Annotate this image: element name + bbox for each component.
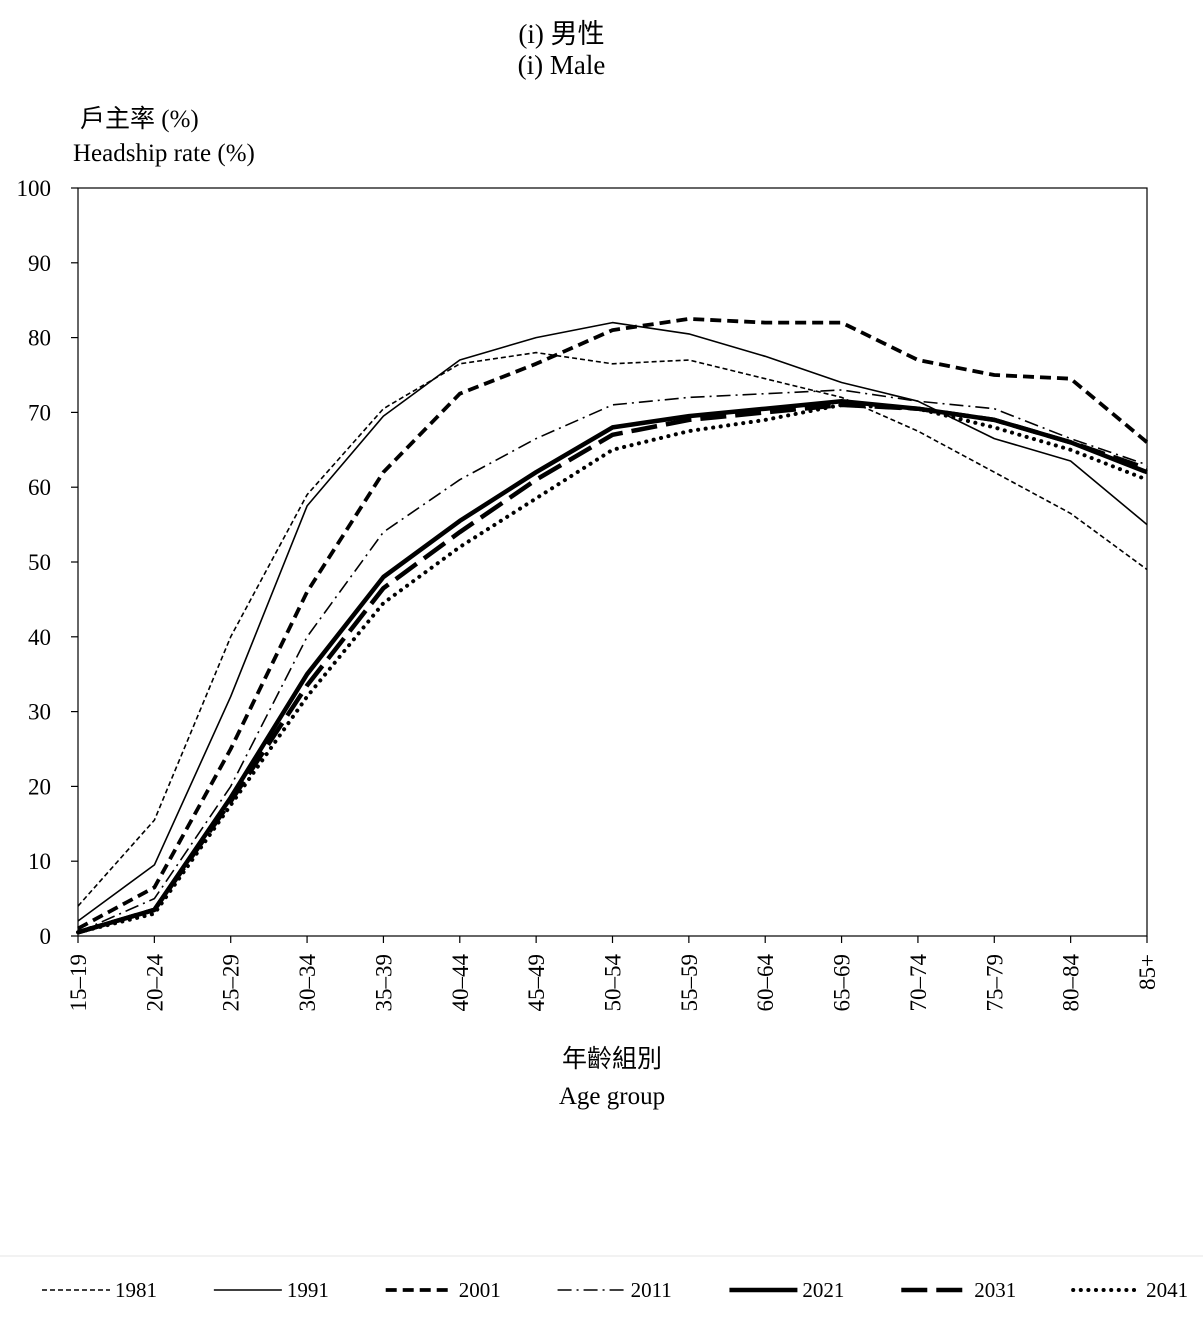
legend: 1981 1991 2001 2011 2021 2031 2041 bbox=[42, 1278, 1188, 1302]
legend-label-2041: 2041 bbox=[1146, 1278, 1188, 1302]
x-tick-label: 20–24 bbox=[142, 954, 167, 1012]
x-tick-label: 15–19 bbox=[66, 954, 91, 1012]
y-tick-label: 20 bbox=[28, 774, 51, 799]
x-axis-ticks: 15–19 20–24 25–29 30–34 35–39 40–44 45–49 50–54… bbox=[66, 936, 1160, 1012]
x-axis-label-english: Age group bbox=[559, 1083, 665, 1110]
series-line-1981 bbox=[77, 351, 1148, 907]
y-tick-label: 50 bbox=[28, 550, 51, 575]
legend-label-2021: 2021 bbox=[802, 1278, 844, 1302]
series-lines bbox=[76, 316, 1149, 935]
y-tick-label: 30 bbox=[28, 700, 51, 725]
x-tick-label: 85+ bbox=[1135, 954, 1160, 990]
legend-label-1981: 1981 bbox=[115, 1278, 157, 1302]
series-line-2021 bbox=[77, 398, 1148, 935]
chart-title-english: (i) Male bbox=[517, 50, 606, 80]
legend-label-1991: 1991 bbox=[287, 1278, 329, 1302]
x-tick-label: 30–34 bbox=[295, 954, 320, 1012]
y-tick-label: 80 bbox=[28, 326, 51, 351]
plot-area-frame bbox=[77, 187, 1148, 937]
y-axis-label-english: Headship rate (%) bbox=[73, 140, 255, 167]
y-tick-label: 100 bbox=[17, 176, 52, 201]
x-tick-label: 60–64 bbox=[753, 954, 778, 1012]
series-line-1991 bbox=[77, 321, 1148, 922]
y-tick-label: 60 bbox=[28, 475, 51, 500]
x-tick-label: 40–44 bbox=[448, 954, 473, 1012]
y-axis-ticks: 0 10 20 30 40 50 60 70 80 90 100 bbox=[17, 176, 78, 949]
legend-label-2001: 2001 bbox=[459, 1278, 501, 1302]
x-tick-label: 50–54 bbox=[601, 954, 626, 1012]
x-tick-label: 75–79 bbox=[982, 954, 1007, 1012]
y-tick-label: 70 bbox=[28, 400, 51, 425]
chart-title-chinese: (i) 男性 bbox=[518, 19, 605, 49]
legend-label-2011: 2011 bbox=[631, 1278, 672, 1302]
y-tick-label: 10 bbox=[28, 849, 51, 874]
x-tick-label: 70–74 bbox=[906, 954, 931, 1012]
x-tick-label: 45–49 bbox=[524, 954, 549, 1012]
y-tick-label: 90 bbox=[28, 251, 51, 276]
y-axis-label-chinese: 戶主率 (%) bbox=[80, 105, 199, 133]
series-line-2001 bbox=[77, 316, 1149, 931]
series-line-2031 bbox=[77, 402, 1148, 935]
x-tick-label: 65–69 bbox=[830, 954, 855, 1012]
x-tick-label: 55–59 bbox=[677, 954, 702, 1012]
y-tick-label: 40 bbox=[28, 625, 51, 650]
x-tick-label: 35–39 bbox=[371, 954, 396, 1012]
x-axis-label-chinese: 年齡組別 bbox=[562, 1045, 662, 1073]
series-line-2011 bbox=[77, 389, 1148, 934]
y-tick-label: 0 bbox=[40, 924, 52, 949]
x-tick-label: 80–84 bbox=[1059, 954, 1084, 1012]
legend-label-2031: 2031 bbox=[974, 1278, 1016, 1302]
series-line-2041 bbox=[76, 402, 1149, 935]
x-tick-label: 25–29 bbox=[219, 954, 244, 1012]
